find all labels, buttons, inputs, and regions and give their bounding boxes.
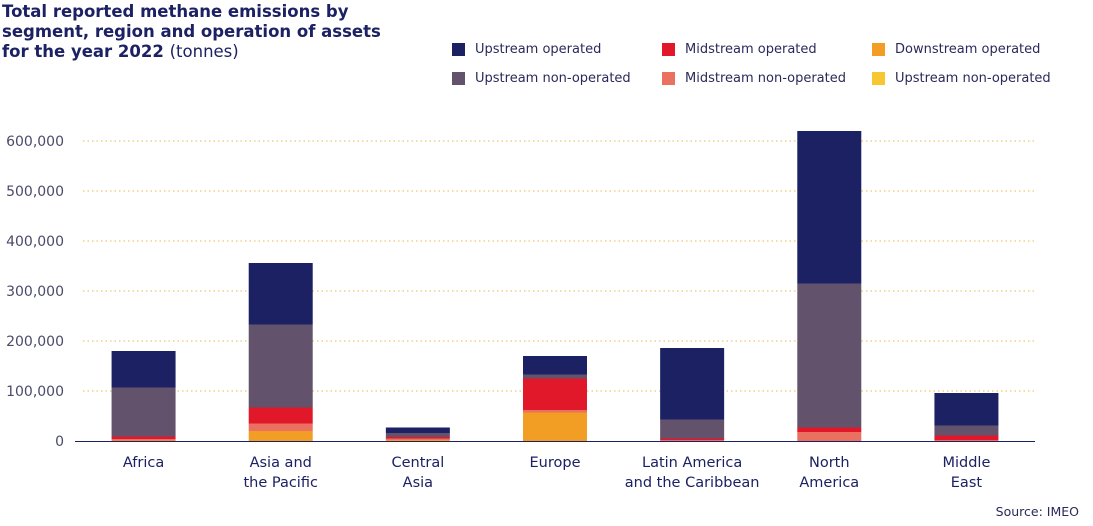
- x-axis: Africa Asia and the Pacific Central Asia Euro…: [75, 441, 1035, 491]
- legend-item-downstream-operated: Downstream operated: [872, 42, 1040, 57]
- bar-segment: [523, 412, 587, 441]
- bar-segment: [797, 131, 862, 284]
- legend-swatch: [872, 43, 885, 56]
- legend: Upstream operated Midstream operated Dow…: [452, 42, 1092, 102]
- bar-segment: [660, 348, 725, 420]
- bar-segment: [111, 351, 176, 388]
- legend-label: Midstream non-operated: [685, 71, 846, 86]
- bar-segment: [660, 438, 725, 440]
- bar-segment: [934, 440, 999, 441]
- legend-swatch: [452, 43, 465, 56]
- y-tick-label: 0: [55, 434, 64, 450]
- bar-segment: [523, 356, 587, 375]
- y-tick-label: 300,000: [6, 284, 64, 300]
- x-category-label: Asia and: [250, 455, 312, 471]
- x-category-label: Africa: [123, 455, 164, 471]
- bar-segment: [934, 435, 999, 440]
- bars: [111, 131, 999, 441]
- bar-segment: [934, 425, 999, 436]
- y-tick-label: 600,000: [6, 134, 64, 150]
- x-category-label: America: [799, 475, 859, 491]
- bar-segment: [523, 378, 587, 410]
- bar-segment: [248, 407, 313, 424]
- bar-segment: [385, 433, 450, 437]
- bar-segment: [660, 419, 725, 439]
- x-category-label: the Pacific: [243, 475, 318, 491]
- legend-item-midstream-non-operated: Midstream non-operated: [662, 71, 846, 86]
- legend-swatch: [452, 72, 465, 85]
- gridlines: [83, 140, 1035, 392]
- bar-segment: [934, 393, 999, 426]
- y-tick-label: 200,000: [6, 334, 64, 350]
- bar-segment: [797, 283, 862, 428]
- bar-segment: [385, 438, 450, 440]
- legend-swatch: [662, 43, 675, 56]
- y-tick-label: 500,000: [6, 184, 64, 200]
- x-category-label: Middle: [942, 455, 990, 471]
- bar-segment: [660, 440, 725, 441]
- chart-title-main: Total reported methane emissions by segm…: [2, 2, 381, 61]
- bar-segment: [797, 427, 862, 432]
- x-category-label: North: [809, 455, 850, 471]
- x-category-label: and the Caribbean: [625, 475, 760, 491]
- legend-swatch: [662, 72, 675, 85]
- legend-label: Upstream non-operated: [895, 71, 1051, 86]
- source-note: Source: IMEO: [995, 504, 1079, 519]
- chart-title: Total reported methane emissions by segm…: [2, 2, 382, 62]
- legend-label: Upstream operated: [475, 42, 602, 57]
- x-category-label: East: [951, 475, 983, 491]
- x-category-label: Central: [391, 455, 444, 471]
- bar-segment: [248, 431, 313, 441]
- bar-segment: [385, 440, 450, 441]
- legend-label: Midstream operated: [685, 42, 817, 57]
- bar-segment: [111, 387, 176, 437]
- chart-title-unit: (tonnes): [169, 42, 239, 61]
- bar-segment: [385, 427, 450, 433]
- y-axis: 0 100,000 200,000 300,000 400,000 500,000 600,…: [6, 134, 64, 450]
- x-category-label: Asia: [403, 475, 433, 491]
- bar-segment: [248, 324, 313, 408]
- bar-segment: [111, 436, 176, 439]
- legend-item-upstream-non-operated: Upstream non-operated: [452, 71, 631, 86]
- legend-label: Downstream operated: [895, 42, 1041, 57]
- bar-segment: [248, 423, 313, 431]
- x-category-label: Europe: [530, 455, 581, 471]
- legend-swatch: [872, 72, 885, 85]
- bar-segment: [385, 437, 450, 439]
- bar-segment: [523, 410, 587, 413]
- legend-label: Upstream non-operated: [475, 71, 631, 86]
- legend-item-upstream-operated: Upstream operated: [452, 42, 601, 57]
- bar-segment: [111, 440, 176, 441]
- bar-segment: [111, 439, 176, 441]
- bar-segment: [248, 263, 313, 325]
- bar-segment: [523, 374, 587, 379]
- y-tick-label: 100,000: [6, 384, 64, 400]
- legend-item-midstream-operated: Midstream operated: [662, 42, 817, 57]
- legend-item-upstream-non-operated-yellow: Upstream non-operated: [872, 71, 1051, 86]
- x-category-label: Latin America: [642, 455, 742, 471]
- bar-segment: [797, 432, 862, 441]
- y-tick-label: 400,000: [6, 234, 64, 250]
